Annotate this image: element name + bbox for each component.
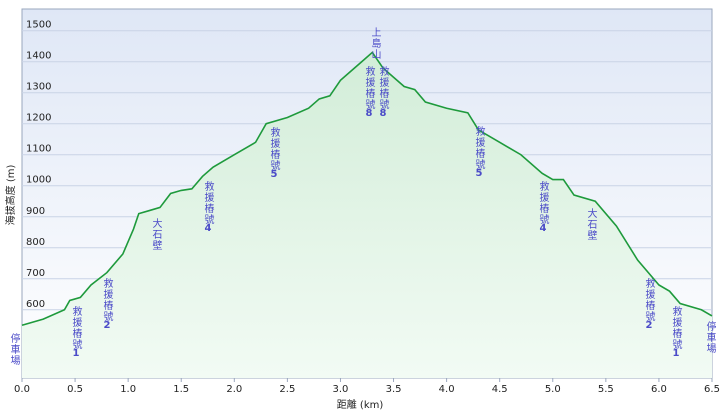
annotation-text: 救援樁號 <box>670 305 682 350</box>
y-tick-label: 800 <box>26 237 45 248</box>
y-tick-label: 1400 <box>26 51 51 62</box>
annotation-text: 救援樁號 <box>643 277 655 322</box>
y-tick-label: 1300 <box>26 82 51 93</box>
annotation-text: 救援樁號 <box>473 125 485 170</box>
annotation-number: 8 <box>380 108 387 119</box>
annotation-text: 救援樁號 <box>377 65 389 110</box>
annotation-text: 救援樁號 <box>202 180 214 225</box>
annotation-number: 8 <box>366 108 373 119</box>
annotation-number: 2 <box>646 320 653 331</box>
x-tick-label: 0.0 <box>14 384 30 395</box>
x-tick-label: 6.5 <box>704 384 720 395</box>
x-tick-label: 1.5 <box>173 384 189 395</box>
annotation-text: 救援樁號 <box>363 65 375 110</box>
annotation-text: 停車場 <box>8 332 20 366</box>
x-tick-label: 0.5 <box>67 384 83 395</box>
x-tick-label: 2.5 <box>279 384 295 395</box>
annotation-number: 5 <box>271 169 278 180</box>
x-tick-label: 3.5 <box>386 384 402 395</box>
x-tick-label: 5.5 <box>598 384 614 395</box>
y-tick-label: 1000 <box>26 175 51 186</box>
y-tick-label: 1100 <box>26 144 51 155</box>
x-tick-label: 4.0 <box>439 384 455 395</box>
annotation-text: 停車場 <box>704 320 716 354</box>
y-tick-label: 700 <box>26 268 45 279</box>
x-tick-label: 2.0 <box>226 384 242 395</box>
elevation-line <box>21 51 713 327</box>
annotation-number: 1 <box>73 348 80 359</box>
y-tick-label: 900 <box>26 206 45 217</box>
x-tick-label: 4.5 <box>492 384 508 395</box>
annotation-text: 大石壁 <box>150 217 162 251</box>
annotation-number: 4 <box>540 223 547 234</box>
annotation-text: 救援樁號 <box>268 126 280 171</box>
annotation-text: 救援樁號 <box>70 305 82 350</box>
annotation-number: 1 <box>673 348 680 359</box>
x-tick-label: 6.0 <box>651 384 667 395</box>
y-tick-label: 600 <box>26 299 45 310</box>
y-tick-label: 1500 <box>26 20 51 31</box>
y-tick-label: 1200 <box>26 113 51 124</box>
annotation-text: 大石壁 <box>585 207 597 241</box>
x-axis-label: 距離 (km) <box>337 398 384 411</box>
elevation-area <box>22 52 712 378</box>
annotation-number: 4 <box>205 223 212 234</box>
annotation-number: 5 <box>476 168 483 179</box>
x-tick-label: 3.0 <box>333 384 349 395</box>
annotation-text: 救援樁號 <box>101 277 113 322</box>
annotation-text: 救援樁號 <box>537 180 549 225</box>
x-tick-label: 5.0 <box>545 384 561 395</box>
annotation-number: 2 <box>104 320 111 331</box>
x-tick-label: 1.0 <box>120 384 136 395</box>
annotation-text: 上島山 <box>369 27 381 60</box>
y-axis-label: 海拔高度 (m) <box>4 165 17 226</box>
